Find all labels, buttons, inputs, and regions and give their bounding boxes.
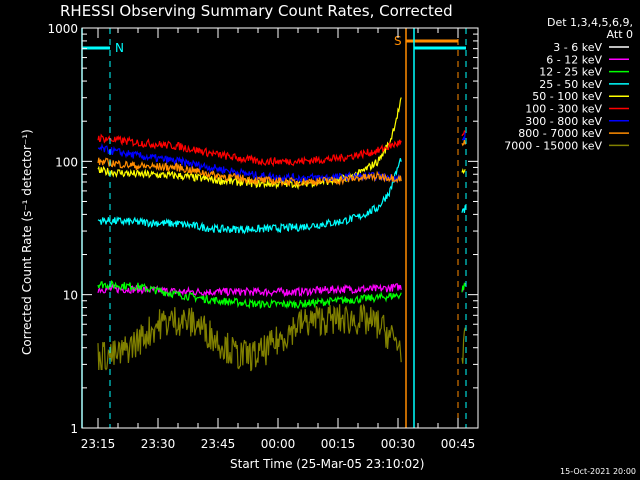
series-line-5 [461, 130, 466, 137]
legend-label-3: 25 - 50 keV [539, 78, 602, 91]
legend-label-5: 100 - 300 keV [525, 103, 602, 116]
plot-frame [81, 27, 479, 429]
y-tick-label-2: 100 [55, 155, 78, 169]
x-tick-label-0: 23:15 [81, 437, 116, 451]
legend-label-0: 3 - 6 keV [553, 41, 602, 54]
x-axis: 23:15 23:30 23:45 00:00 00:15 00:30 00:45 [81, 28, 479, 451]
legend-header-2: Att 0 [607, 28, 633, 41]
series-line-8 [461, 327, 466, 364]
x-tick-label-5: 00:30 [381, 437, 416, 451]
series-line-5 [97, 133, 402, 168]
series-line-3 [97, 158, 402, 235]
legend-label-4: 50 - 100 keV [532, 90, 602, 103]
series-line-8 [97, 303, 402, 372]
y-axis: 1 10 100 1000 [47, 22, 478, 436]
x-tick-label-2: 23:45 [201, 437, 236, 451]
legend-label-7: 800 - 7000 keV [518, 127, 602, 140]
x-tick-label-6: 00:45 [441, 437, 476, 451]
series-line-0 [461, 358, 466, 391]
y-axis-label: Corrected Count Rate (s⁻¹ detector⁻¹) [20, 129, 34, 355]
series-line-4 [461, 168, 466, 175]
legend-label-1: 6 - 12 keV [546, 53, 602, 66]
x-tick-label-4: 00:15 [321, 437, 356, 451]
series-line-6 [461, 132, 466, 141]
series-line-0 [97, 368, 402, 411]
x-axis-label: Start Time (25-Mar-05 23:10:02) [230, 457, 424, 471]
series-line-2 [97, 280, 402, 310]
x-tick-label-1: 23:30 [141, 437, 176, 451]
legend-label-6: 300 - 800 keV [525, 115, 602, 128]
legend-header-1: Det 1,3,4,5,6,9, [547, 16, 633, 29]
footer-date: 15-Oct-2021 20:00 [560, 467, 636, 476]
chart-title: RHESSI Observing Summary Count Rates, Co… [60, 2, 453, 20]
series-line-7 [97, 157, 402, 188]
legend-label-2: 12 - 25 keV [539, 66, 602, 79]
y-tick-label-0: 1 [70, 422, 78, 436]
series-line-2 [461, 282, 466, 293]
annotation-label-1: S [394, 34, 402, 48]
legend-label-8: 7000 - 15000 keV [504, 139, 602, 152]
y-tick-label-1: 10 [63, 289, 78, 303]
series-lines [97, 97, 466, 411]
y-tick-label-3: 1000 [47, 22, 78, 36]
series-line-7 [461, 139, 466, 147]
series-line-3 [461, 205, 466, 214]
annotation-label-0: N [115, 41, 124, 55]
x-tick-label-3: 00:00 [261, 437, 296, 451]
